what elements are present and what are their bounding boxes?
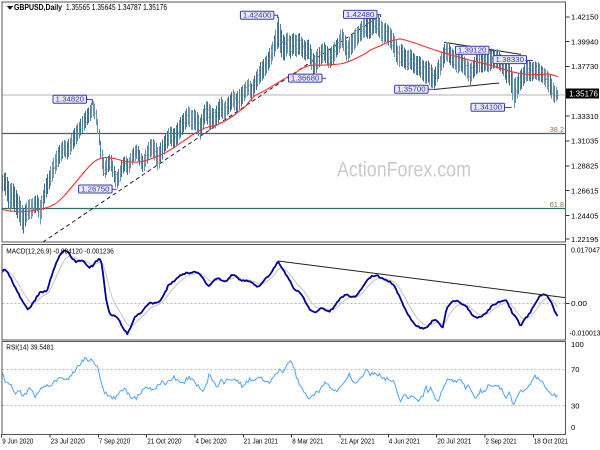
- svg-text:1.39940: 1.39940: [571, 37, 598, 46]
- svg-text:1.42480: 1.42480: [346, 10, 375, 19]
- svg-text:4 Jun 2021: 4 Jun 2021: [389, 436, 420, 445]
- svg-text:30: 30: [571, 401, 579, 410]
- svg-text:2 Sep 2021: 2 Sep 2021: [486, 436, 517, 445]
- svg-text:1.22195: 1.22195: [571, 235, 598, 244]
- svg-text:1.38330: 1.38330: [496, 55, 525, 64]
- svg-text:21 Oct 2020: 21 Oct 2020: [147, 436, 181, 445]
- svg-text:MACD(12,26,9) -0.004120 -0.001: MACD(12,26,9) -0.004120 -0.001236: [6, 247, 114, 256]
- svg-text:1.26750: 1.26750: [81, 184, 110, 193]
- svg-text:1.34100: 1.34100: [474, 103, 503, 112]
- svg-text:9 Jun 2020: 9 Jun 2020: [2, 436, 33, 445]
- svg-text:21 Apr 2021: 21 Apr 2021: [341, 436, 375, 445]
- svg-text:4 Dec 2020: 4 Dec 2020: [196, 436, 227, 445]
- svg-text:GBPUSD,Daily: GBPUSD,Daily: [14, 3, 63, 12]
- svg-text:7 Sep 2020: 7 Sep 2020: [99, 436, 130, 445]
- svg-text:38.2: 38.2: [550, 125, 564, 134]
- svg-text:1.31035: 1.31035: [571, 137, 598, 146]
- svg-text:1.28825: 1.28825: [571, 162, 598, 171]
- svg-text:1.39120: 1.39120: [458, 46, 487, 55]
- svg-text:ActionForex.com: ActionForex.com: [337, 158, 471, 182]
- svg-text:61.8: 61.8: [550, 200, 564, 209]
- svg-text:23 Jul 2020: 23 Jul 2020: [51, 436, 85, 445]
- svg-text:8 Mar 2021: 8 Mar 2021: [292, 436, 323, 445]
- svg-text:1.24405: 1.24405: [571, 211, 598, 220]
- svg-text:1.26615: 1.26615: [571, 186, 598, 195]
- svg-text:1.36680: 1.36680: [291, 74, 320, 83]
- svg-text:0: 0: [571, 423, 575, 432]
- svg-text:1.34820: 1.34820: [56, 95, 85, 104]
- svg-text:-0.010013: -0.010013: [570, 328, 600, 337]
- svg-text:20 Jul 2021: 20 Jul 2021: [437, 436, 471, 445]
- svg-text:1.35176: 1.35176: [569, 89, 598, 98]
- svg-text:21 Jan 2021: 21 Jan 2021: [244, 436, 278, 445]
- svg-text:100: 100: [571, 340, 584, 349]
- svg-text:1.35700: 1.35700: [397, 85, 426, 94]
- svg-text:1.42400: 1.42400: [243, 11, 272, 20]
- svg-text:18 Oct 2021: 18 Oct 2021: [534, 436, 568, 445]
- svg-text:1.33310: 1.33310: [571, 112, 598, 121]
- svg-text:RSI(14) 39.5481: RSI(14) 39.5481: [6, 343, 54, 352]
- svg-text:1.35565 1.35645 1.34787 1.3517: 1.35565 1.35645 1.34787 1.35176: [66, 3, 167, 12]
- svg-text:1.42150: 1.42150: [571, 13, 598, 22]
- svg-text:1.37730: 1.37730: [571, 62, 598, 71]
- svg-text:0.00: 0.00: [571, 299, 587, 308]
- svg-text:70: 70: [571, 365, 579, 374]
- svg-text:0.017047: 0.017047: [571, 245, 600, 254]
